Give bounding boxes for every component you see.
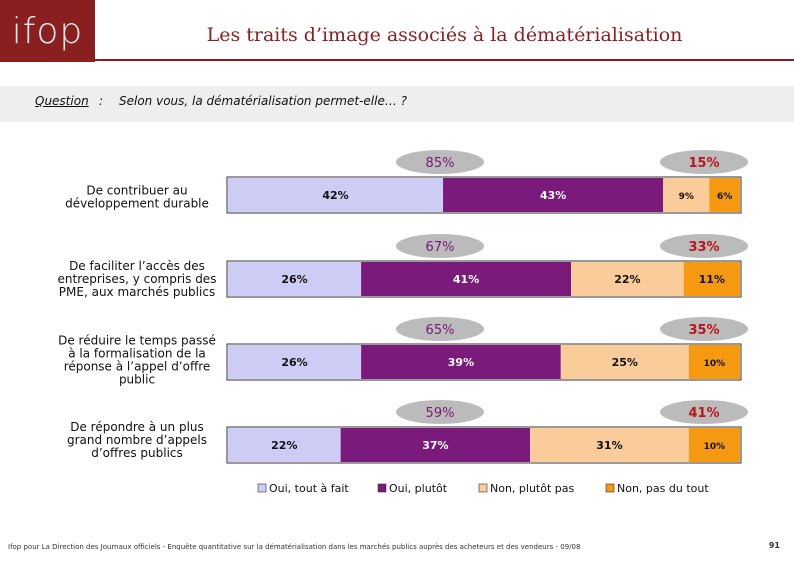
question-band: [0, 86, 794, 122]
category-label: De faciliter l’accès des: [69, 259, 205, 273]
legend-swatch: [257, 483, 267, 493]
data-label: 43%: [540, 189, 566, 202]
category-label: public: [119, 373, 155, 387]
legend-label: Oui, tout à fait: [269, 482, 349, 495]
total-non-bubble: [660, 234, 748, 258]
bar-segment: [571, 262, 684, 296]
category-label: De contribuer au: [86, 184, 187, 198]
total-oui-label: 67%: [426, 240, 455, 255]
total-non-label: 41%: [688, 406, 719, 421]
data-label: 26%: [281, 273, 307, 286]
data-label: 41%: [453, 273, 479, 286]
bar-segment: [228, 428, 341, 462]
category-label: développement durable: [65, 197, 209, 211]
category-label: De répondre à un plus: [70, 420, 204, 434]
bar-outline: [226, 426, 742, 464]
legend-swatch: [605, 483, 615, 493]
category-label: entreprises, y compris des: [58, 272, 217, 286]
stacked-bar-chart: 42% 43% 9% 6% 85% 15% De contribuer audévelopp…: [58, 150, 748, 495]
bar-segment: [361, 345, 561, 379]
bar-segment: [228, 178, 444, 212]
legend-swatch: [478, 483, 488, 493]
data-label: 10%: [704, 359, 726, 369]
bar-outline: [226, 260, 742, 298]
total-oui-bubble: [396, 317, 484, 341]
question-text: Selon vous, la dématérialisation permet-…: [119, 94, 408, 108]
question-colon: :: [99, 94, 104, 108]
legend-swatch: [377, 483, 387, 493]
total-oui-bubble: [396, 234, 484, 258]
bar-segment: [443, 178, 664, 212]
data-label: 22%: [271, 439, 297, 452]
total-non-bubble: [660, 317, 748, 341]
category-label: à la formalisation de la: [68, 347, 206, 361]
page-number: 91: [768, 541, 780, 550]
category-label: PME, aux marchés publics: [59, 285, 215, 299]
total-oui-label: 59%: [426, 406, 455, 421]
total-oui-label: 65%: [426, 323, 455, 338]
data-label: 25%: [612, 356, 638, 369]
bar-segment: [361, 262, 572, 296]
category-label: d’offres publics: [91, 446, 183, 460]
data-label: 10%: [704, 442, 726, 452]
data-label: 42%: [322, 189, 348, 202]
bar-outline: [226, 343, 742, 381]
total-oui-label: 85%: [426, 156, 455, 171]
total-non-label: 33%: [688, 240, 719, 255]
data-label: 26%: [281, 356, 307, 369]
total-oui-bubble: [396, 400, 484, 424]
legend-label: Non, pas du tout: [617, 482, 709, 495]
legend-label: Oui, plutôt: [389, 482, 448, 495]
bar-segment: [683, 262, 740, 296]
data-label: 31%: [596, 439, 622, 452]
bar-segment: [560, 345, 689, 379]
category-label: De réduire le temps passé: [58, 334, 216, 348]
ifop-logo: ifop: [0, 0, 95, 62]
data-label: 9%: [679, 192, 694, 202]
total-oui-bubble: [396, 150, 484, 174]
legend-label: Non, plutôt pas: [490, 482, 575, 495]
data-label: 37%: [422, 439, 448, 452]
total-non-bubble: [660, 400, 748, 424]
data-label: 11%: [699, 273, 725, 286]
data-label: 39%: [448, 356, 474, 369]
bar-segment: [530, 428, 689, 462]
footer-source: Ifop pour La Direction des Journaux offi…: [8, 543, 581, 551]
bar-outline: [226, 176, 742, 214]
question-label: Question: [35, 94, 89, 108]
logo-text: ifop: [11, 10, 84, 52]
bar-segment: [228, 262, 362, 296]
page-title: Les traits d’image associés à la dématér…: [206, 24, 683, 46]
data-label: 6%: [717, 192, 732, 202]
total-non-label: 15%: [688, 156, 719, 171]
bar-segment: [688, 428, 740, 462]
bar-segment: [340, 428, 531, 462]
category-label: grand nombre d’appels: [67, 433, 207, 447]
data-label: 22%: [614, 273, 640, 286]
category-label: réponse à l’appel d’offre: [64, 360, 211, 374]
title-divider: [95, 59, 794, 61]
total-non-label: 35%: [688, 323, 719, 338]
bar-segment: [709, 178, 740, 212]
bar-segment: [688, 345, 740, 379]
bar-segment: [228, 345, 362, 379]
bar-segment: [663, 178, 710, 212]
total-non-bubble: [660, 150, 748, 174]
